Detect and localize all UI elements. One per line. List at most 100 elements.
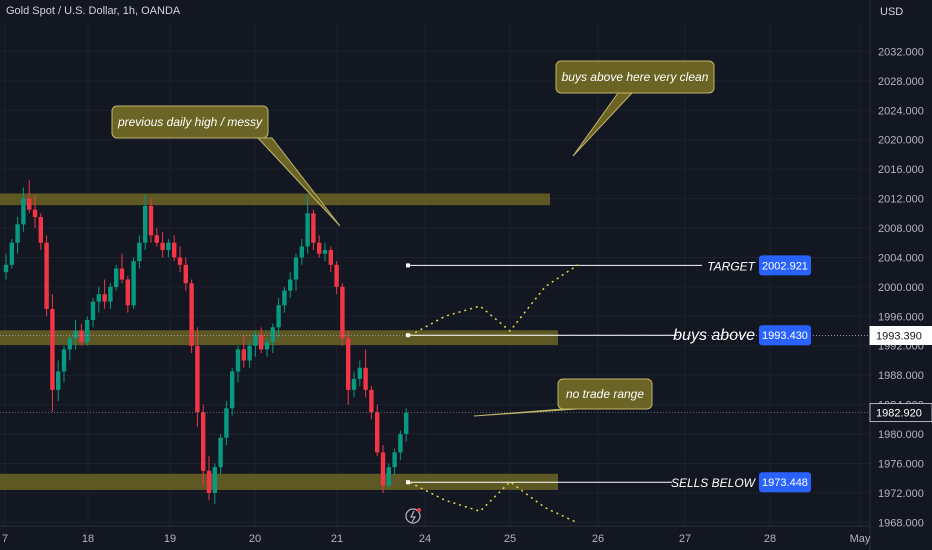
candle-body bbox=[119, 268, 125, 280]
axis-currency: USD bbox=[880, 6, 904, 18]
candle-body bbox=[137, 242, 142, 262]
candle-body bbox=[56, 371, 61, 390]
time-tick: 7 bbox=[2, 533, 8, 545]
candle-body bbox=[259, 334, 264, 350]
candle-body bbox=[3, 264, 9, 273]
zone-3 bbox=[0, 473, 558, 490]
candle-body bbox=[322, 250, 328, 254]
level-price-text-3: 1973.448 bbox=[762, 477, 808, 489]
price-tick: 2024.000 bbox=[878, 105, 924, 117]
candle-body bbox=[247, 345, 252, 361]
candle-body bbox=[172, 242, 177, 258]
candle-body bbox=[305, 213, 310, 247]
candle-body bbox=[241, 349, 246, 361]
level-anchor-2 bbox=[406, 333, 410, 338]
callout-text-1: previous daily high / messy bbox=[117, 115, 263, 129]
level-price-badge-2 bbox=[759, 325, 811, 346]
projection-down bbox=[409, 480, 579, 524]
level-label-1: TARGET bbox=[707, 259, 756, 273]
candle-body bbox=[230, 371, 235, 409]
candle-body bbox=[369, 389, 374, 412]
time-tick: 18 bbox=[82, 533, 94, 545]
candle-body bbox=[293, 257, 299, 280]
candle-body bbox=[334, 264, 339, 287]
candle-body bbox=[363, 367, 368, 390]
callout-text-3: no trade range bbox=[566, 387, 644, 401]
time-tick: 27 bbox=[679, 533, 691, 545]
candle-body bbox=[160, 242, 165, 251]
callout-box-1 bbox=[111, 105, 269, 139]
price-tick: 1996.000 bbox=[878, 311, 924, 323]
price-tick: 1988.000 bbox=[878, 370, 924, 382]
candle-body bbox=[143, 205, 148, 243]
candle-body bbox=[375, 411, 380, 453]
candle-body bbox=[189, 283, 194, 346]
price-tick: 2008.000 bbox=[878, 223, 924, 235]
level-label-3: SELLS BELOW bbox=[671, 476, 757, 490]
axis-price-badge bbox=[869, 326, 932, 346]
alert-dot-icon bbox=[417, 508, 421, 512]
candle-body bbox=[131, 261, 136, 306]
price-tick: 1968.000 bbox=[878, 517, 924, 529]
candle-body bbox=[276, 305, 281, 328]
candle-body bbox=[253, 334, 258, 346]
price-tick: 2020.000 bbox=[878, 135, 924, 147]
candle-body bbox=[32, 209, 38, 217]
candle-body bbox=[386, 467, 391, 486]
candle-body bbox=[380, 452, 386, 486]
axis-price-badge bbox=[869, 403, 932, 423]
candle-body bbox=[9, 242, 14, 265]
lightning-icon bbox=[410, 510, 417, 523]
axis-background bbox=[870, 0, 932, 550]
time-tick: 25 bbox=[504, 533, 516, 545]
candle-body bbox=[15, 224, 20, 243]
candle-body bbox=[38, 216, 43, 243]
candle-body bbox=[177, 257, 183, 265]
level-label-2: buys above bbox=[673, 327, 755, 344]
candle-body bbox=[183, 264, 188, 284]
level-price-text-1: 2002.921 bbox=[762, 260, 808, 272]
time-tick: May bbox=[850, 533, 871, 545]
price-tick: 2012.000 bbox=[878, 194, 924, 206]
candle-body bbox=[148, 205, 154, 236]
candle-body bbox=[195, 345, 200, 412]
candle-body bbox=[392, 452, 397, 468]
candle-body bbox=[218, 437, 223, 468]
callout-box-2 bbox=[555, 60, 715, 94]
callout-text-2: buys above here very clean bbox=[562, 70, 709, 84]
candle-body bbox=[224, 408, 229, 438]
price-tick: 1972.000 bbox=[878, 488, 924, 500]
price-tick: 2028.000 bbox=[878, 76, 924, 88]
candle-body bbox=[317, 242, 322, 254]
price-tick: 2016.000 bbox=[878, 164, 924, 176]
price-tick: 2032.000 bbox=[878, 46, 924, 58]
candle-body bbox=[108, 286, 113, 302]
candle-body bbox=[346, 338, 351, 390]
candle-body bbox=[328, 250, 333, 265]
candle-body bbox=[96, 294, 101, 302]
time-tick: 19 bbox=[164, 533, 176, 545]
candle-body bbox=[90, 301, 96, 320]
axis-price-badge-text: 1993.390 bbox=[876, 331, 922, 343]
level-anchor-3 bbox=[406, 480, 410, 485]
level-price-text-2: 1993.430 bbox=[762, 330, 808, 342]
candle-body bbox=[340, 286, 345, 339]
zone-1 bbox=[0, 193, 550, 206]
candle-body bbox=[50, 308, 55, 390]
price-tick: 2000.000 bbox=[878, 282, 924, 294]
candle-body bbox=[27, 198, 32, 210]
candle-body bbox=[67, 338, 72, 350]
price-tick: 1976.000 bbox=[878, 458, 924, 470]
candle-body bbox=[85, 319, 90, 343]
candle-body bbox=[398, 434, 403, 453]
candle-body bbox=[61, 349, 67, 372]
time-tick: 26 bbox=[592, 533, 604, 545]
price-tick: 2004.000 bbox=[878, 252, 924, 264]
candle-body bbox=[201, 411, 206, 471]
level-price-badge-1 bbox=[759, 255, 811, 276]
price-tick: 1980.000 bbox=[878, 429, 924, 441]
time-tick: 21 bbox=[331, 533, 343, 545]
candle-body bbox=[73, 331, 78, 339]
